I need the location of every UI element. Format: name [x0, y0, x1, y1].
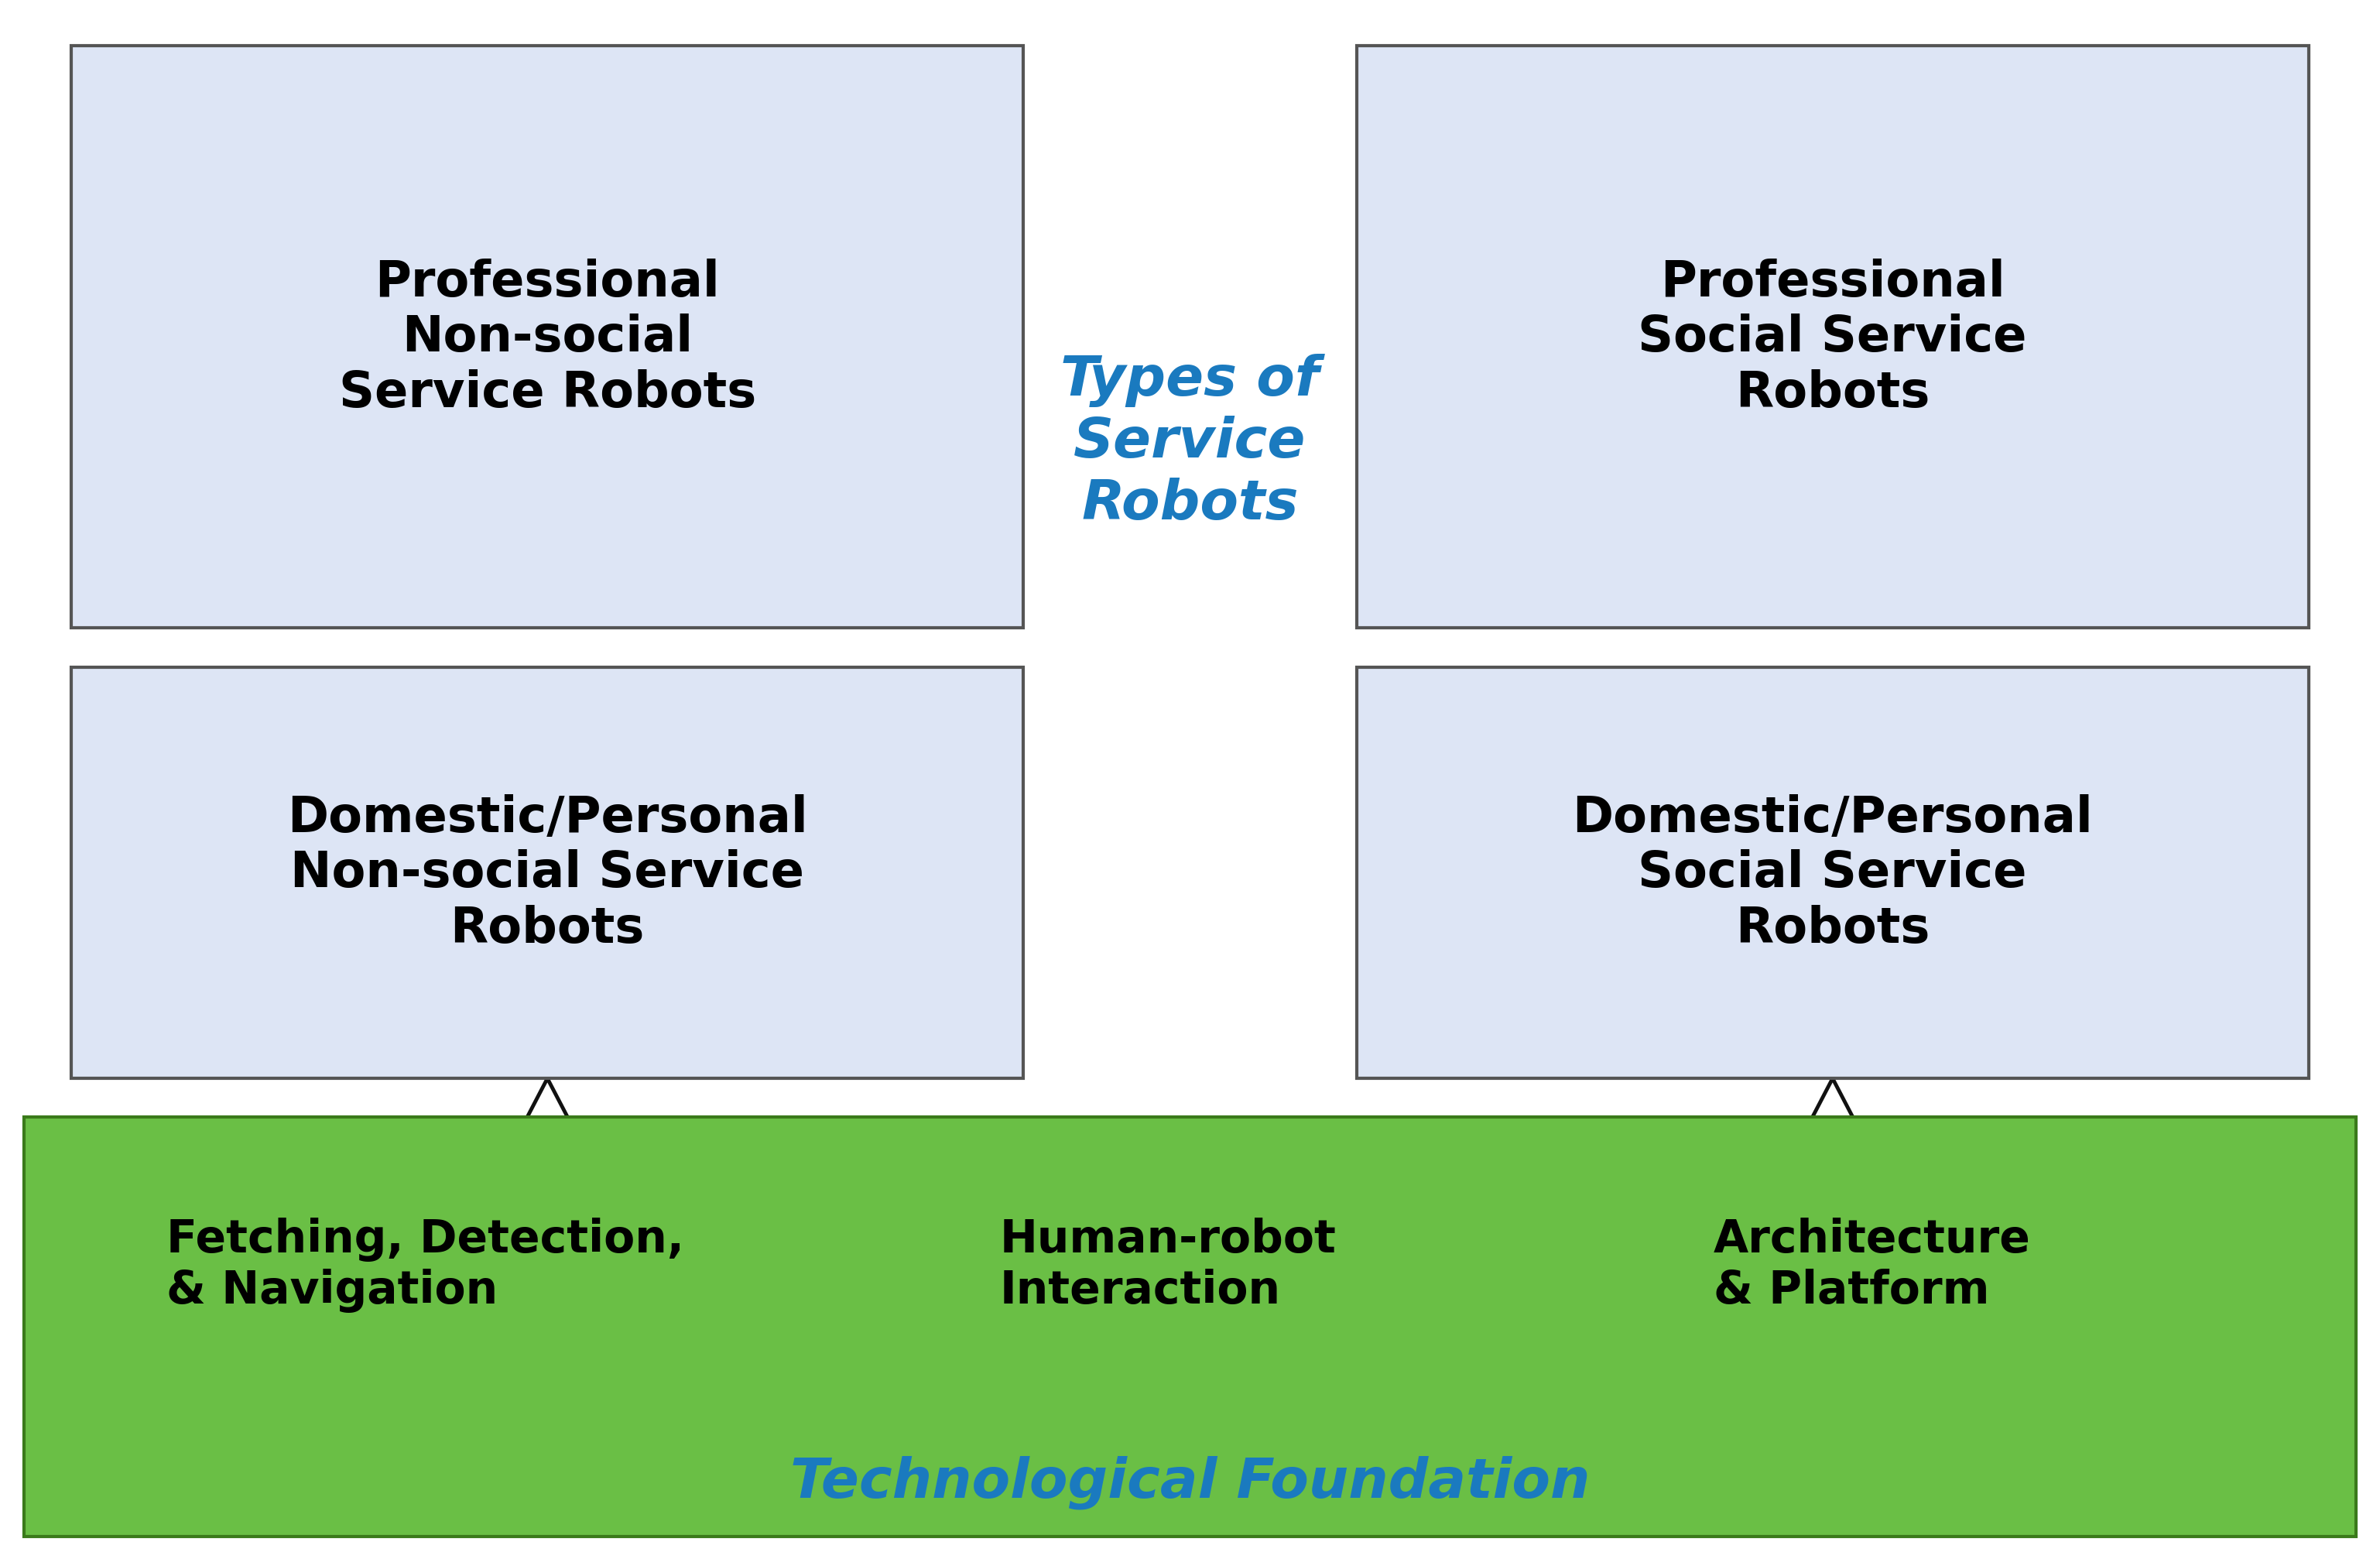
Text: Domestic/Personal
Social Service
Robots: Domestic/Personal Social Service Robots [1573, 793, 2092, 953]
FancyBboxPatch shape [24, 1117, 2356, 1536]
FancyBboxPatch shape [71, 47, 1023, 629]
FancyBboxPatch shape [1357, 47, 2309, 629]
Text: Technological Foundation: Technological Foundation [790, 1456, 1590, 1509]
Text: Types of
Service
Robots: Types of Service Robots [1061, 354, 1319, 531]
Text: Human-robot
Interaction: Human-robot Interaction [1000, 1217, 1335, 1313]
Text: Professional
Social Service
Robots: Professional Social Service Robots [1637, 258, 2028, 417]
Polygon shape [1752, 1079, 1914, 1366]
FancyBboxPatch shape [1357, 667, 2309, 1079]
Text: Professional
Non-social
Service Robots: Professional Non-social Service Robots [338, 258, 757, 417]
Polygon shape [466, 1079, 628, 1366]
Text: Fetching, Detection,
& Navigation: Fetching, Detection, & Navigation [167, 1217, 685, 1313]
Text: Architecture
& Platform: Architecture & Platform [1714, 1217, 2030, 1313]
Text: Domestic/Personal
Non-social Service
Robots: Domestic/Personal Non-social Service Rob… [288, 793, 807, 953]
FancyBboxPatch shape [71, 667, 1023, 1079]
